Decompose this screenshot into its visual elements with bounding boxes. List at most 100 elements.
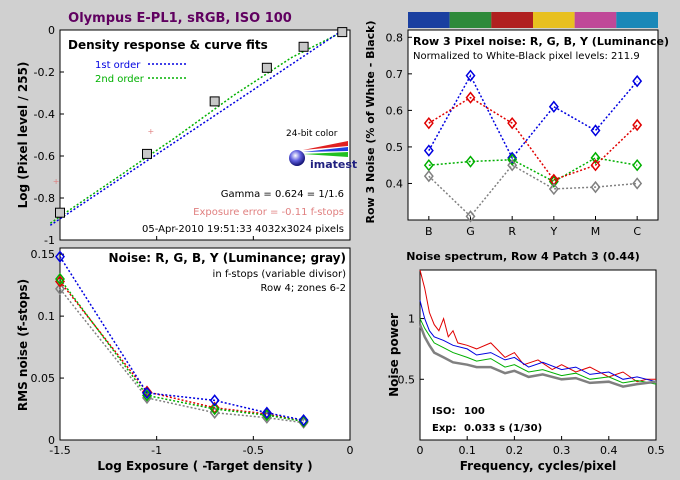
pixnoise-line-R — [428, 96, 638, 181]
pixnoise-xtick-label: C — [633, 225, 641, 238]
logo-rays-green — [303, 152, 348, 157]
density-point — [142, 148, 152, 159]
rms-point-G — [298, 415, 309, 428]
colorbar-swatch — [533, 12, 575, 28]
spectrum-ylabel: Noise power — [387, 313, 401, 397]
density-ytick-label: -1 — [44, 234, 55, 247]
density-point — [55, 207, 65, 218]
pixnoise-point-B — [590, 124, 601, 137]
spectrum-line-B — [419, 300, 657, 383]
rms-note: Row 4; zones 6-2 — [261, 283, 346, 294]
pixnoise-point-G — [465, 155, 476, 168]
pixnoise-line-Y — [428, 164, 638, 218]
spectrum-xtick-label: 0 — [417, 444, 424, 457]
logo-word: imatest — [310, 158, 357, 171]
pixnoise-point-R — [632, 118, 643, 132]
pixnoise-point-B — [423, 144, 434, 157]
colorbar-swatch — [491, 12, 533, 28]
pixnoise-point-Y — [548, 182, 559, 196]
pixnoise-point-G — [632, 158, 643, 172]
pixnoise-point-Y — [590, 180, 601, 194]
spectrum-xtick-label: 0.5 — [647, 444, 665, 457]
rms-xlabel: Log Exposure ( -Target density ) — [97, 459, 312, 473]
density-ytick-label: 0 — [48, 24, 55, 37]
exp-label: Exp: — [432, 423, 456, 434]
density-panel: 0 -0.2 -0.4 -0.6 -0.8 -1 + + Density response &… — [16, 24, 357, 247]
legend-label-2nd: 2nd order — [95, 74, 145, 85]
spectrum-line-G — [419, 318, 657, 385]
pixnoise-point-R — [423, 116, 434, 130]
rms-point-Y — [55, 282, 65, 296]
pixnoise-point-Y — [632, 177, 643, 190]
pixnoise-point-B — [465, 69, 476, 82]
pixnoise-xtick-label: B — [425, 225, 433, 238]
rms-point-B — [142, 386, 152, 400]
density-fit-1st-line — [49, 27, 347, 226]
pixel-noise-ylabel: Row 3 Noise (% of White - Black) — [364, 20, 377, 223]
spectrum-xtick-label: 0.3 — [553, 444, 571, 457]
rms-line-B — [59, 256, 304, 421]
spectrum-line-Y — [418, 324, 657, 388]
pixnoise-xtick-label: G — [466, 225, 475, 238]
rms-point-G — [55, 272, 65, 286]
pixnoise-xtick-label: M — [591, 225, 601, 238]
rms-point-R — [209, 401, 220, 414]
rms-title: Noise: R, G, B, Y (Luminance; gray) — [109, 251, 346, 265]
rms-xtick-label: 0 — [347, 444, 354, 457]
rms-xtick-label: -1 — [151, 444, 162, 457]
spectrum-ytick-label: 0.5 — [398, 373, 416, 386]
spectrum-title: Noise spectrum, Row 4 Patch 3 (0.44) — [406, 250, 640, 263]
imatest-logo: 24-bit color imatest — [286, 129, 357, 171]
spectrum-ytick-label: 1 — [408, 313, 415, 326]
pixnoise-point-G — [548, 175, 559, 188]
density-point — [209, 96, 220, 107]
rms-ytick-label: 0.1 — [38, 310, 56, 323]
density-outlier-point: + — [53, 177, 60, 186]
rms-line-R — [59, 280, 304, 423]
gamma-annotation: Gamma = 0.624 = 1/1.6 — [221, 189, 344, 200]
logo-caption: 24-bit color — [286, 129, 338, 139]
rms-xtick-label: -1.5 — [49, 444, 70, 457]
pixnoise-point-R — [465, 91, 476, 104]
rms-point-B — [298, 413, 309, 427]
pixnoise-point-B — [632, 74, 643, 88]
rms-point-B — [261, 406, 272, 419]
colorbar-swatch — [408, 12, 450, 28]
density-ytick-label: -0.6 — [34, 150, 55, 163]
colorbar-swatch — [574, 12, 617, 28]
noise-spectrum-panel: Noise spectrum, Row 4 Patch 3 (0.44) 0 0.… — [387, 250, 665, 473]
legend-label-1st: 1st order — [95, 60, 141, 71]
logo-rays-red — [303, 141, 348, 150]
exp-value: 0.033 s (1/30) — [464, 423, 542, 434]
rms-ylabel: RMS noise (f-stops) — [16, 279, 30, 411]
spectrum-xtick-label: 0.4 — [600, 444, 618, 457]
rms-point-B — [209, 394, 220, 407]
pixel-noise-plot-area — [407, 29, 659, 221]
exposure-error-annotation: Exposure error = -0.11 f-stops — [193, 207, 344, 218]
spectrum-xtick-label: 0.2 — [506, 444, 524, 457]
pixnoise-ytick-label: 0.5 — [386, 141, 404, 154]
rms-noise-panel: -1.5 -1 -0.5 0 0.15 0.1 0.05 0 Noise: R, G, B, … — [16, 247, 354, 473]
pixel-noise-subtitle: Normalized to White-Black pixel levels: … — [413, 51, 640, 62]
iso-value: 100 — [464, 406, 485, 417]
iso-label: ISO: — [432, 406, 455, 417]
pixnoise-point-G — [507, 153, 518, 166]
colorbar-swatch — [449, 12, 492, 28]
pixnoise-point-R — [507, 116, 518, 130]
density-fit-2nd-line — [49, 29, 347, 224]
pixnoise-ytick-label: 0.8 — [386, 31, 404, 44]
density-ytick-label: -0.8 — [34, 192, 55, 205]
density-plot-area — [59, 29, 351, 241]
pixnoise-point-Y — [423, 169, 434, 183]
pixnoise-ytick-label: 0.7 — [386, 68, 404, 81]
spectrum-xlabel: Frequency, cycles/pixel — [460, 459, 617, 473]
rms-ytick-label: 0.15 — [31, 248, 56, 261]
spectrum-xtick-label: 0.1 — [458, 444, 476, 457]
rms-ytick-label: 0 — [48, 434, 55, 447]
pixnoise-ytick-label: 0.6 — [386, 104, 404, 117]
pixnoise-xtick-label: Y — [549, 225, 557, 238]
pixnoise-point-Y — [465, 210, 476, 223]
figure-title: Olympus E-PL1, sRGB, ISO 100 — [68, 11, 292, 26]
timestamp-annotation: 05-Apr-2010 19:51:33 4032x3024 pixels — [142, 224, 344, 235]
